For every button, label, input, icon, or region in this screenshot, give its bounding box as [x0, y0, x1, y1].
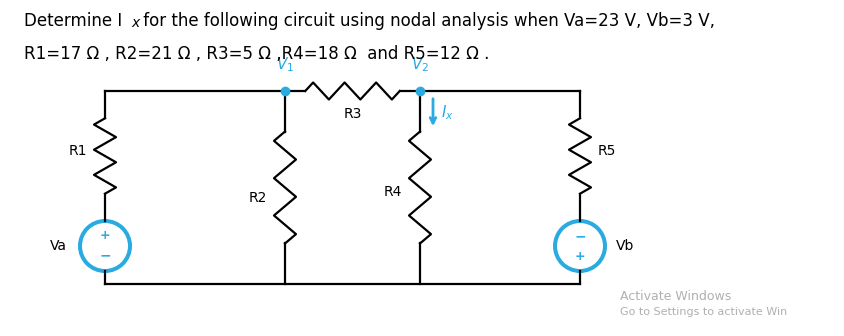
Text: R5: R5: [598, 144, 615, 158]
Text: −: −: [574, 229, 585, 244]
Text: R1=17 Ω , R2=21 Ω , R3=5 Ω ,R4=18 Ω  and R5=12 Ω .: R1=17 Ω , R2=21 Ω , R3=5 Ω ,R4=18 Ω and …: [24, 45, 489, 64]
Text: Determine I: Determine I: [24, 12, 122, 30]
Text: Go to Settings to activate Win: Go to Settings to activate Win: [619, 307, 787, 317]
Text: x: x: [131, 16, 139, 30]
Text: $V_2$: $V_2$: [410, 55, 429, 74]
Text: $I_x$: $I_x$: [441, 103, 453, 122]
Text: Activate Windows: Activate Windows: [619, 290, 730, 302]
Text: R2: R2: [248, 191, 267, 205]
Text: Va: Va: [50, 239, 67, 253]
Text: $V_1$: $V_1$: [276, 55, 294, 74]
Text: Vb: Vb: [615, 239, 634, 253]
Text: +: +: [574, 250, 585, 263]
Text: R3: R3: [343, 107, 361, 121]
Text: −: −: [99, 249, 111, 262]
Text: R4: R4: [383, 185, 402, 200]
Text: +: +: [100, 229, 111, 242]
Text: for the following circuit using nodal analysis when Va=23 V, Vb=3 V,: for the following circuit using nodal an…: [138, 12, 714, 30]
Text: R1: R1: [68, 144, 87, 158]
